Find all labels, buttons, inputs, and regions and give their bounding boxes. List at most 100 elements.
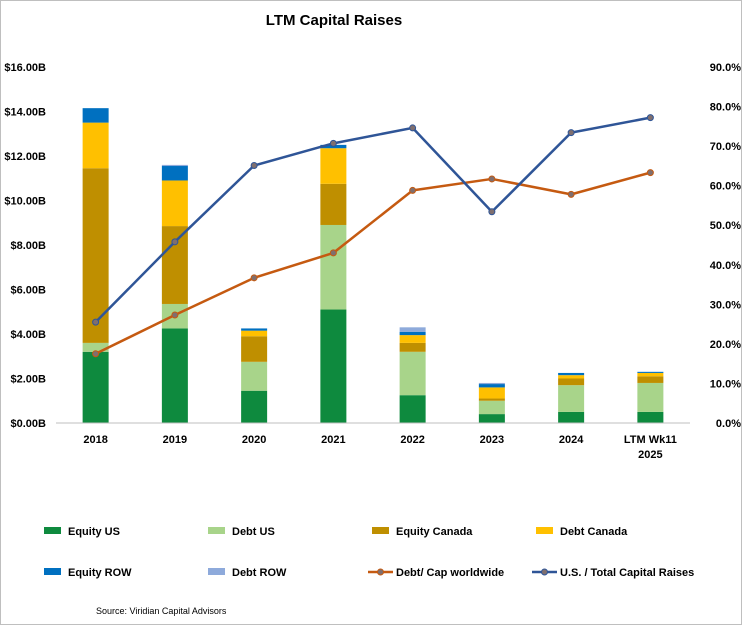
point-u-s-total-capital-raises-5 [488,208,496,216]
bar-equity-canada-2023 [478,398,505,401]
bar-equity-canada-2019 [161,226,188,304]
legend-swatch-equity-us [44,527,61,534]
point-u-s-total-capital-raises-6 [567,129,575,137]
source-note: Source: Viridian Capital Advisors [96,606,227,616]
left-tick-label: $8.00B [11,240,47,252]
bar-equity-row-2019 [161,166,188,181]
legend-swatch-equity-canada [372,527,389,534]
point-debt-cap-worldwide-6 [567,190,575,198]
x-tick-label: 2020 [242,434,266,446]
bar-equity-us-2018 [82,351,109,423]
bar-equity-row-2018 [82,108,109,123]
bar-equity-canada-2022 [399,342,426,352]
point-debt-cap-worldwide-5 [488,175,496,183]
right-tick-label: 50.0% [710,220,741,232]
x-tick-label: 2025 [638,449,662,461]
legend-marker-debt-cap-worldwide [377,568,384,576]
legend-marker-u-s-total-capital-raises [541,568,548,576]
bar-equity-canada-2021 [320,183,347,225]
point-debt-cap-worldwide-4 [409,186,417,194]
bar-equity-us-2020 [241,390,268,423]
bar-debt-canada-2021 [320,148,347,184]
left-tick-label: $12.00B [4,151,46,163]
bar-equity-canada-2024 [558,378,585,386]
legend-label-equity-us: Equity US [68,526,120,538]
right-tick-label: 60.0% [710,181,741,193]
point-debt-cap-worldwide-2 [250,274,258,282]
legend-label-equity-canada: Equity Canada [396,526,473,538]
right-tick-label: 70.0% [710,141,741,153]
bar-debt-canada-2020 [241,330,268,337]
x-tick-label: 2022 [400,434,424,446]
bar-debt-us-2018 [82,342,109,352]
bar-debt-us-2023 [478,400,505,415]
line-u-s-total-capital-raises [94,116,651,324]
right-tick-label: 40.0% [710,260,741,272]
bar-debt-us-2020 [241,361,268,391]
bar-equity-canada-ltm-wk11-2025 [637,376,664,383]
line-debt-cap-worldwide [95,171,651,355]
bar-debt-us-2021 [320,224,347,310]
x-tick-label: 2024 [559,434,584,446]
point-debt-cap-worldwide-1 [171,311,179,319]
point-debt-cap-worldwide-0 [92,350,100,358]
left-tick-label: $10.00B [4,196,46,208]
bar-debt-us-ltm-wk11-2025 [637,382,664,412]
bar-equity-canada-2020 [241,336,268,362]
lines-layer [92,114,654,358]
bar-debt-row-2022 [399,327,426,332]
right-tick-label: 80.0% [710,102,741,114]
point-u-s-total-capital-raises-2 [250,161,258,169]
bar-equity-us-2019 [161,328,188,423]
point-u-s-total-capital-raises-7 [646,114,654,122]
left-tick-label: $6.00B [11,285,47,297]
left-axis-ticks: $0.00B $2.00B $4.00B $6.00B $8.00B $10.00B $12… [4,62,46,430]
legend-label-equity-row: Equity ROW [68,567,132,579]
bar-debt-us-2024 [558,385,585,412]
legend-label-debt-row: Debt ROW [232,567,287,579]
legend-swatch-equity-row [44,568,61,575]
legend-label-u-s-total-capital-raises: U.S. / Total Capital Raises [560,567,694,579]
bar-debt-row-2023 [478,382,505,385]
x-tick-label: LTM Wk11 [624,434,677,446]
left-tick-label: $16.00B [4,62,46,74]
point-debt-cap-worldwide-3 [329,249,337,257]
legend-label-debt-us: Debt US [232,526,275,538]
bar-debt-canada-ltm-wk11-2025 [637,372,664,377]
legend-swatch-debt-row [208,568,225,575]
x-tick-label: 2018 [83,434,107,446]
bar-equity-us-ltm-wk11-2025 [637,411,664,423]
bar-equity-us-2022 [399,395,426,423]
bar-equity-row-2023 [478,384,505,388]
legend: Equity US Debt US Equity Canada Debt Canada… [44,526,694,579]
bars-layer [82,108,664,423]
chart-title: LTM Capital Raises [266,12,402,29]
bar-debt-canada-2019 [161,180,188,227]
point-u-s-total-capital-raises-4 [409,124,417,132]
bar-equity-us-2021 [320,309,347,423]
bar-debt-canada-2023 [478,387,505,399]
legend-swatch-debt-canada [536,527,553,534]
left-tick-label: $4.00B [11,329,47,341]
bar-equity-row-2020 [241,328,268,331]
right-tick-label: 10.0% [710,378,741,390]
bar-equity-row-2022 [399,331,426,336]
bar-equity-row-2024 [558,372,585,376]
bar-debt-canada-2022 [399,335,426,343]
point-u-s-total-capital-raises-3 [329,139,337,147]
right-tick-label: 20.0% [710,339,741,351]
legend-label-debt-canada: Debt Canada [560,526,628,538]
point-u-s-total-capital-raises-0 [92,318,100,326]
x-tick-label: 2019 [163,434,187,446]
right-tick-label: 30.0% [710,299,741,311]
bar-equity-row-ltm-wk11-2025 [637,371,664,373]
legend-label-debt-cap-worldwide: Debt/ Cap worldwide [396,567,504,579]
bar-debt-canada-2024 [558,375,585,379]
bar-debt-row-2019 [161,164,188,167]
point-u-s-total-capital-raises-1 [171,238,179,246]
right-axis-ticks: 0.0% 10.0% 20.0% 30.0% 40.0% 50.0% 60.0% 70.0% 8… [710,62,741,430]
bar-debt-canada-2018 [82,122,109,169]
bar-equity-us-2023 [478,414,505,423]
